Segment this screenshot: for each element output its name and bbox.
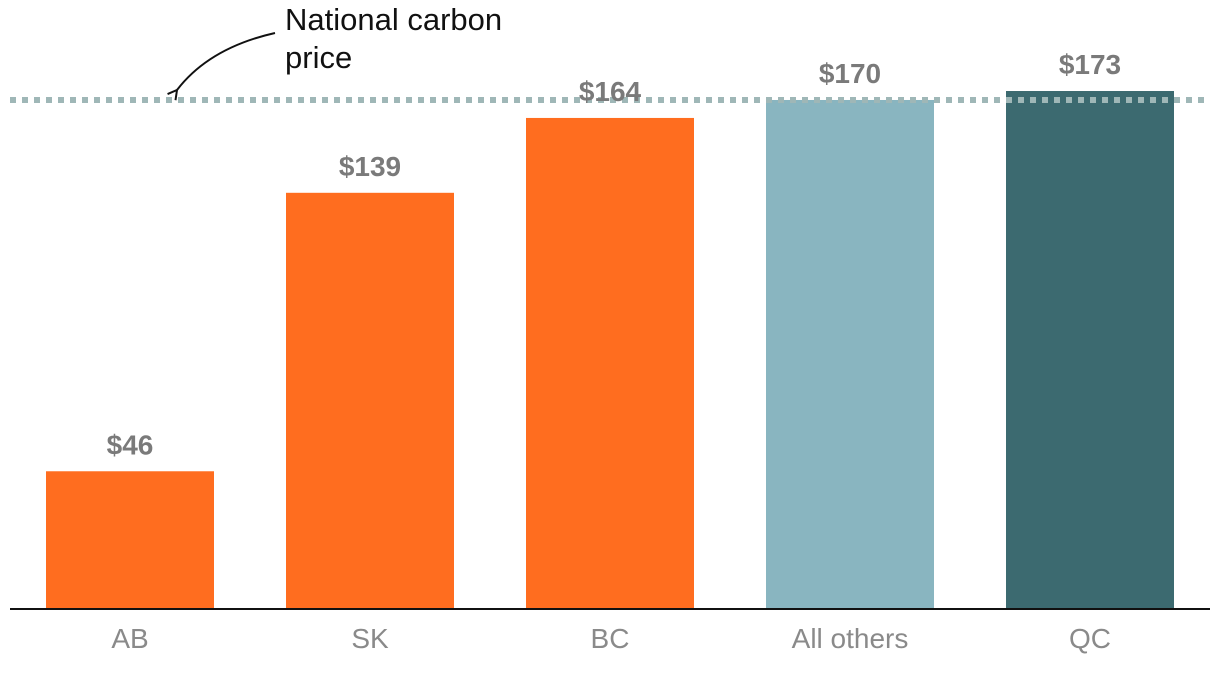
reference-annotation: National carbon price [177, 2, 502, 90]
value-label: $46 [107, 429, 154, 460]
bar-sk [286, 192, 454, 609]
bars-group [46, 91, 1174, 610]
value-labels-group: $46 $139 $164 $170 $173 [107, 49, 1122, 460]
annotation-line-2: price [285, 40, 352, 75]
category-label: QC [1069, 623, 1111, 654]
bar-ab [46, 471, 214, 609]
category-label: SK [351, 623, 389, 654]
category-labels-group: AB SK BC All others QC [111, 623, 1111, 654]
annotation-arrow [177, 32, 276, 90]
bar-bc [526, 117, 694, 610]
value-label: $170 [819, 58, 881, 89]
category-label: BC [591, 623, 630, 654]
category-label: AB [111, 623, 148, 654]
annotation-line-1: National carbon [285, 2, 502, 37]
category-label: All others [792, 623, 909, 654]
bar-all-others [766, 99, 934, 609]
value-label: $139 [339, 151, 401, 182]
bar-qc [1006, 91, 1174, 609]
value-label: $173 [1059, 49, 1121, 80]
value-label: $164 [579, 76, 642, 107]
